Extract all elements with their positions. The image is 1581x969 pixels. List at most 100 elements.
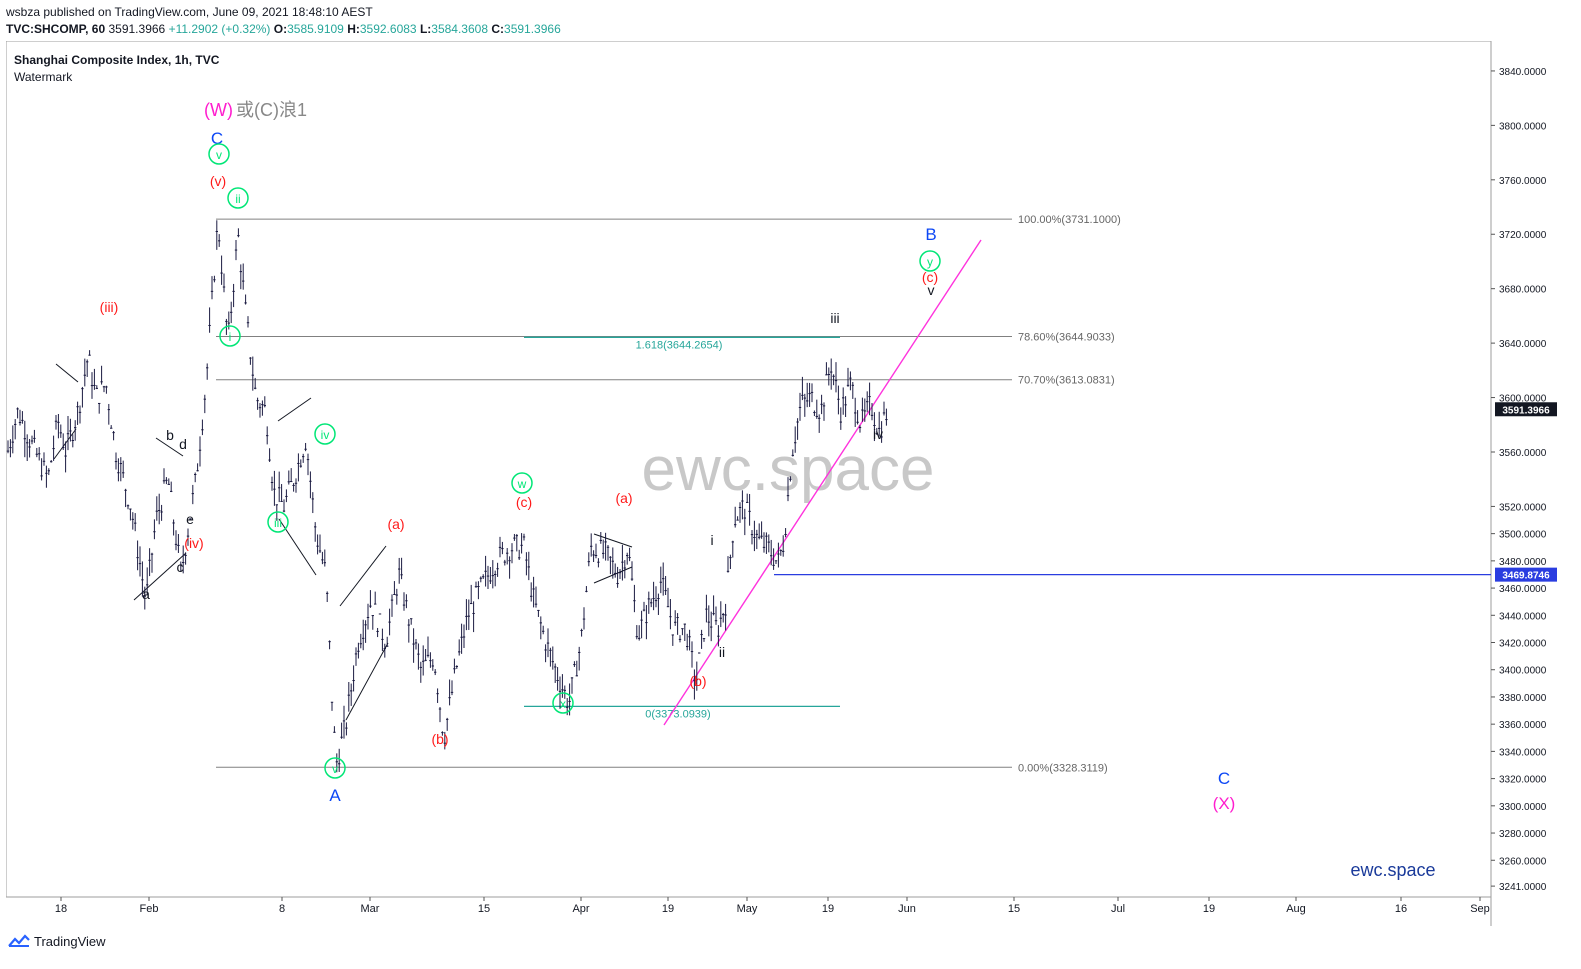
wave-label: v [332,762,338,776]
last-price: 3591.3966 [108,22,166,36]
price-change: +11.2902 (+0.32%) [168,22,271,36]
footer: TradingView [8,934,106,949]
legend-title: Shanghai Composite Index, 1h, TVC [14,53,220,67]
wave-label: C [1218,769,1230,788]
y-tick-label: 3320.0000 [1499,775,1547,786]
wave-label: x [560,697,566,711]
ohlc-line: TVC:SHCOMP, 60 3591.3966 +11.2902 (+0.32… [6,22,561,36]
x-tick-label: 19 [662,903,674,915]
wave-label: e [186,511,194,527]
x-tick-label: Feb [140,903,159,915]
fib-level-label: 70.70%(3613.0831) [1018,375,1115,387]
y-tick-label: 3720.0000 [1499,230,1547,241]
price-tag [1495,567,1557,582]
y-tick-label: 3800.0000 [1499,121,1547,132]
pattern-line [155,437,184,457]
wave-label-circle [227,187,249,209]
wave-label: i [710,532,713,548]
x-tick-label: 19 [822,903,834,915]
wave-label: ii [235,192,240,206]
wave-label: (c) [516,494,532,510]
price-tag-label: 3469.8746 [1502,571,1550,582]
x-tick-label: Jun [898,903,916,915]
wave-label: y [927,255,933,269]
fib-level-label: 100.00%(3731.1000) [1018,214,1121,226]
wave-label: iii [274,516,282,530]
wave-label-circle [219,325,241,347]
x-tick-label: 16 [1395,903,1407,915]
x-tick-label: 19 [1203,903,1215,915]
y-tick-label: 3260.0000 [1499,856,1547,867]
published-line: wsbza published on TradingView.com, June… [6,5,373,19]
fib-level-label: 0.00%(3328.3119) [1018,762,1108,774]
wave-title-rest: 或(C)浪1 [236,100,307,120]
wave-label: c [177,559,184,575]
close-label: C: [491,22,505,36]
y-tick-label: 3280.0000 [1499,829,1547,840]
wave-label: (iv) [184,535,203,551]
open-value: 3585.9109 [287,22,344,36]
y-tick-label: 3760.0000 [1499,176,1547,187]
high-value: 3592.6083 [359,22,417,36]
wave-label: (v) [210,173,226,189]
wave-title-prefix: (W) [204,100,233,120]
wave-label-circle [919,250,941,272]
wave-label: d [179,436,187,452]
y-tick-label: 3241.0000 [1499,882,1547,893]
low-label: L: [419,22,432,36]
wave-label: (iii) [100,299,119,315]
wave-label: (X) [1213,794,1236,813]
y-tick-label: 3400.0000 [1499,666,1547,677]
x-tick-label: May [737,903,758,915]
symbol-label: TVC:SHCOMP, 60 [6,22,106,36]
pattern-line [278,518,317,576]
chart-area[interactable]: 3840.0000 3800.0000 3760.0000 3720.0000 3680… [6,41,1563,926]
low-value: 3584.3608 [431,22,488,36]
wave-label: i [229,330,232,344]
wave-label: v [216,148,222,162]
close-value: 3591.3966 [504,22,561,36]
wave-label: B [925,225,936,244]
y-tick-label: 3420.0000 [1499,639,1547,650]
legend-subtitle: Watermark [14,70,73,84]
y-tick-label: 3360.0000 [1499,720,1547,731]
y-tick-label: 3440.0000 [1499,611,1547,622]
x-tick-label: 15 [478,903,490,915]
pattern-line [339,545,387,607]
wave-label: iv [321,428,330,442]
wave-label-circle [314,423,336,445]
wave-label: (a) [615,490,632,506]
price-chart[interactable]: 3840.0000 3800.0000 3760.0000 3720.0000 3680… [6,41,1563,926]
y-tick-label: 3680.0000 [1499,285,1547,296]
wave-label: C [211,129,223,148]
pattern-line [277,397,312,422]
pattern-line [55,363,79,383]
wave-label: a [142,586,150,602]
x-tick-label: Aug [1286,903,1306,915]
wave-label-circle [208,143,230,165]
wave-label: b [166,427,174,443]
trend-line [663,239,982,726]
x-tick-label: 8 [279,903,285,915]
y-tick-label: 3380.0000 [1499,693,1547,704]
wave-label-circle [267,511,289,533]
pattern-line [345,642,389,721]
wave-label-circle [552,692,574,714]
fib-ext-label: 1.618(3644.2654) [636,339,723,351]
high-label: H: [347,22,360,36]
y-tick-label: 3500.0000 [1499,530,1547,541]
wave-label-circle [511,472,533,494]
footer-brand: TradingView [34,934,106,949]
wave-label: iii [830,310,839,326]
y-tick-label: 3560.0000 [1499,448,1547,459]
y-tick-label: 3600.0000 [1499,394,1547,405]
y-tick-label: 3340.0000 [1499,747,1547,758]
x-tick-label: Jul [1111,903,1125,915]
y-tick-label: 3460.0000 [1499,584,1547,595]
wave-label: (b) [431,731,448,747]
y-tick-label: 3480.0000 [1499,557,1547,568]
x-tick-label: 18 [55,903,67,915]
y-tick-label: 3640.0000 [1499,339,1547,350]
wave-label: iv [873,426,883,442]
wave-label: w [517,477,527,491]
